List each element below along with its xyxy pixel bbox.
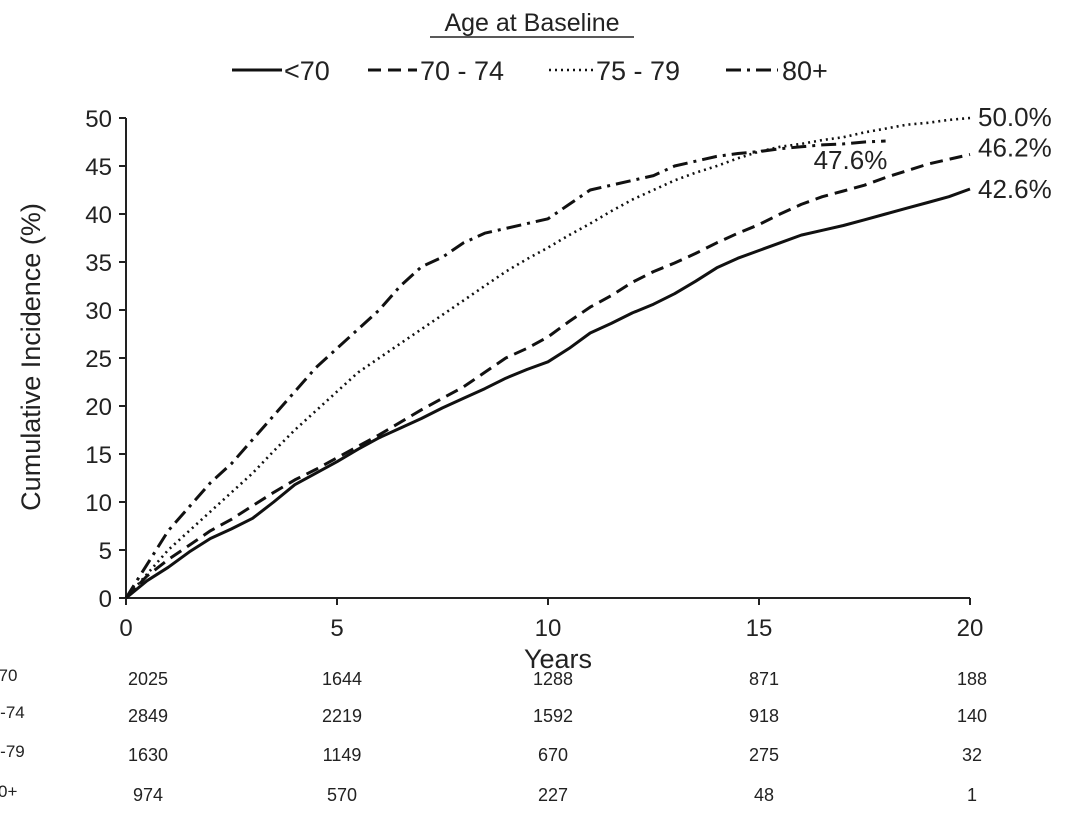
risk-table-cell: 1149 (323, 745, 362, 765)
risk-row-label: 75-79 (0, 742, 25, 761)
risk-table-cell: 918 (749, 706, 779, 726)
end-label-70-74: 46.2% (978, 132, 1052, 162)
risk-table-cell: 1630 (128, 745, 168, 765)
y-tick-label: 5 (99, 538, 112, 565)
end-label-80-plus: 47.6% (814, 145, 888, 175)
y-tick-label: 0 (99, 586, 112, 613)
legend-label-80-plus: 80+ (782, 56, 828, 86)
risk-row-label: 80+ (0, 782, 17, 801)
risk-row-label: 70-74 (0, 703, 25, 722)
risk-table-cell: 2219 (322, 706, 362, 726)
series-line-under-70 (126, 189, 970, 598)
risk-table-cell: 2849 (128, 706, 168, 726)
series-line-70-74 (126, 155, 970, 599)
y-axis-title: Cumulative Incidence (%) (16, 203, 46, 511)
legend-label-75-79: 75 - 79 (596, 56, 680, 86)
risk-table-cell: 974 (133, 785, 163, 805)
risk-table-cell: 227 (538, 785, 568, 805)
y-tick-label: 15 (85, 442, 112, 469)
risk-table-cell: 2025 (128, 669, 168, 689)
risk-table-cell: 32 (962, 745, 982, 765)
y-tick-label: 20 (85, 394, 112, 421)
risk-table-cell: 1288 (533, 669, 573, 689)
risk-table-cell: 140 (957, 706, 987, 726)
x-tick-label: 15 (746, 615, 773, 642)
legend-items: <70 70 - 74 75 - 79 80+ (232, 56, 828, 86)
x-tick-label: 5 (330, 615, 343, 642)
risk-table-cell: 670 (538, 745, 568, 765)
risk-table-cell: 275 (749, 745, 779, 765)
risk-table-cell: 871 (749, 669, 779, 689)
y-tick-label: 35 (85, 250, 112, 277)
x-tick-label: 0 (119, 615, 132, 642)
x-tick-label: 20 (957, 615, 984, 642)
number-at-risk-table: <70 2025 1644 1288 871 188 70-74 2849 2219 1592 91… (0, 666, 987, 805)
end-label-under-70: 42.6% (978, 174, 1052, 204)
series-lines (126, 118, 970, 598)
end-labels: 42.6% 46.2%50.0% 47.6% (814, 102, 1052, 204)
risk-table-cell: 48 (754, 785, 774, 805)
risk-table-cell: 188 (957, 669, 987, 689)
risk-table-cell: 570 (327, 785, 357, 805)
y-tick-label: 40 (85, 202, 112, 229)
risk-table-cell: 1644 (322, 669, 362, 689)
axes: 0 5 10 15 20 25 30 35 40 45 50 0 5 10 15 20 (85, 106, 983, 642)
end-label-75-79: 50.0% (978, 102, 1052, 132)
y-tick-label: 25 (85, 346, 112, 373)
y-tick-label: 10 (85, 490, 112, 517)
y-tick-label: 45 (85, 154, 112, 181)
risk-table-cell: 1 (967, 785, 977, 805)
y-tick-label: 50 (85, 106, 112, 133)
risk-row-label: <70 (0, 666, 17, 685)
risk-table-cell: 1592 (533, 706, 573, 726)
legend: Age at Baseline <70 70 - 74 75 - 79 80+ (232, 9, 828, 86)
series-line-80-plus (126, 141, 886, 598)
x-tick-label: 10 (535, 615, 562, 642)
legend-label-70-74: 70 - 74 (420, 56, 504, 86)
x-axis-ticks: 0 5 10 15 20 (119, 598, 983, 642)
legend-label-under-70: <70 (284, 56, 330, 86)
y-tick-label: 30 (85, 298, 112, 325)
legend-title: Age at Baseline (444, 9, 619, 37)
y-axis-ticks: 0 5 10 15 20 25 30 35 40 45 50 (85, 106, 126, 613)
